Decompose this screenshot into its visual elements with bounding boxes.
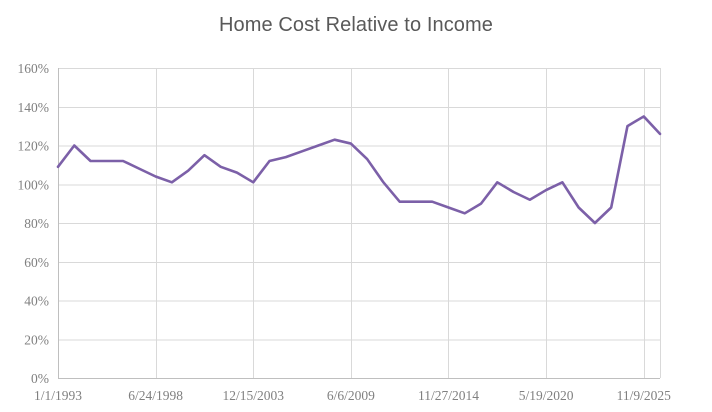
y-axis-tick-labels: 0% 20% 40% 60% 80% 100% 120% 140% 160%: [18, 61, 50, 386]
x-axis-tick-labels: 1/1/1993 6/24/1998 12/15/2003 6/6/2009 11/27…: [34, 388, 671, 403]
x-axis-tick-label: 6/6/2009: [327, 388, 375, 403]
x-axis-tick-label: 6/24/1998: [128, 388, 183, 403]
y-axis-tick-label: 60%: [24, 255, 49, 270]
y-axis-tick-label: 0%: [31, 371, 49, 386]
x-axis-tick-label: 5/19/2020: [519, 388, 574, 403]
y-axis-tick-label: 20%: [24, 332, 49, 347]
axis-lines: [57, 68, 661, 380]
data-series-group: [56, 115, 662, 225]
chart-title: Home Cost Relative to Income: [218, 14, 494, 36]
y-axis-tick-label: 160%: [18, 61, 50, 76]
y-gridlines: [58, 68, 660, 379]
y-axis-tick-label: 120%: [18, 139, 50, 154]
data-series-line: [56, 115, 662, 225]
x-axis-tick-label: 1/1/1993: [34, 388, 82, 403]
y-axis-tick-label: 80%: [24, 216, 49, 231]
y-axis-tick-label: 100%: [18, 177, 50, 192]
y-axis-tick-label: 40%: [24, 294, 49, 309]
x-axis-tick-label: 11/27/2014: [418, 388, 479, 403]
x-axis-tick-label: 11/9/2025: [617, 388, 672, 403]
x-axis-tick-label: 12/15/2003: [222, 388, 284, 403]
y-axis-tick-label: 140%: [18, 100, 50, 115]
